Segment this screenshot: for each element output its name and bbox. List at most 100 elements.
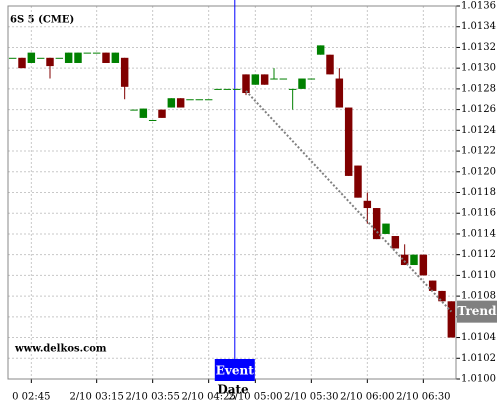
y-tick-label: 1.0130 <box>461 63 496 74</box>
candle-body <box>410 254 418 266</box>
x-tick-label: 0 02:45 <box>12 392 50 400</box>
candle <box>120 57 129 100</box>
candle-body <box>326 54 334 75</box>
candle-body <box>447 301 456 338</box>
candle-body <box>400 254 409 266</box>
candle <box>307 78 316 80</box>
y-tick-label: 1.0134 <box>461 21 496 32</box>
candle <box>158 109 166 118</box>
candle <box>148 119 157 121</box>
trend-box <box>457 300 497 323</box>
candle <box>438 290 446 302</box>
y-tick-label: 1.0136 <box>461 1 496 12</box>
candle <box>251 74 260 85</box>
candle-body <box>335 78 344 108</box>
candle <box>288 88 297 110</box>
x-tick-label: 2/10 03:15 <box>69 392 123 400</box>
candle-body <box>279 78 288 80</box>
candle-body <box>438 290 446 302</box>
candle <box>335 68 344 108</box>
candle-body <box>288 88 297 90</box>
candle-body <box>195 99 204 101</box>
candle <box>74 52 82 63</box>
candle-body <box>18 57 26 69</box>
y-tick-label: 1.0112 <box>461 249 496 260</box>
candle <box>36 57 45 59</box>
candle <box>8 57 17 59</box>
candle-body <box>307 78 316 80</box>
candle-body <box>270 78 278 80</box>
candle <box>447 301 456 338</box>
candle-body <box>36 57 45 59</box>
candle-body <box>130 109 138 111</box>
chart-title: 6S 5 (CME) <box>10 15 74 26</box>
x-tick-label: 2/10 04:25 <box>181 392 235 400</box>
candle <box>316 45 325 55</box>
y-tick-label: 1.0110 <box>461 270 496 281</box>
candle <box>298 78 306 89</box>
candle-body <box>111 52 120 63</box>
candle <box>46 57 54 79</box>
candle <box>102 52 110 63</box>
x-tick-label: 2/10 05:00 <box>228 392 282 400</box>
candle-body <box>102 52 110 63</box>
candle-body <box>382 223 390 234</box>
candle-body <box>391 236 400 249</box>
candle <box>167 98 176 108</box>
candle-body <box>232 88 241 90</box>
x-tick-label: 2/10 03:55 <box>125 392 179 400</box>
candle-body <box>148 119 157 121</box>
candle <box>214 88 222 90</box>
candle <box>279 78 288 80</box>
candle <box>130 109 138 111</box>
candle <box>83 52 92 54</box>
watermark: www.delkos.com <box>14 344 107 355</box>
candle <box>139 108 148 118</box>
candle <box>270 68 278 80</box>
candle-body <box>298 78 306 89</box>
candle <box>176 98 185 108</box>
candle <box>354 165 362 198</box>
candle <box>204 99 213 101</box>
trend-label: Trend <box>457 304 497 318</box>
candle-body <box>139 108 148 118</box>
y-tick-label: 1.0114 <box>461 228 496 239</box>
candle-body <box>214 88 222 90</box>
event-label: Event <box>216 364 254 378</box>
candle-body <box>8 57 17 59</box>
candle-body <box>428 280 437 291</box>
y-tick-label: 1.0132 <box>461 42 496 53</box>
candle <box>111 52 120 63</box>
candle-body <box>176 98 185 108</box>
candle-body <box>419 254 428 276</box>
candle-body <box>46 57 54 67</box>
candle <box>344 107 353 176</box>
candle-body <box>260 74 269 85</box>
candle-body <box>223 88 232 90</box>
candle-body <box>64 52 73 63</box>
candle-body <box>344 107 353 176</box>
candle <box>27 52 36 63</box>
y-tick-label: 1.0128 <box>461 83 496 94</box>
candle-body <box>55 57 64 59</box>
candle-body <box>167 98 176 108</box>
y-tick-label: 1.0122 <box>461 146 496 157</box>
candle <box>64 52 73 63</box>
candle-body <box>74 52 82 63</box>
candle-body <box>354 165 362 198</box>
x-tick-label: 2/10 06:30 <box>396 392 450 400</box>
y-tick-label: 1.0116 <box>461 208 496 219</box>
candle-body <box>372 208 381 240</box>
y-tick-label: 1.0100 <box>461 374 496 385</box>
event-box <box>214 359 255 381</box>
candle-body <box>251 74 260 85</box>
candle-body <box>186 99 194 101</box>
candle <box>186 99 194 101</box>
y-tick-label: 1.0118 <box>461 187 496 198</box>
candle-body <box>363 200 372 209</box>
candle-body <box>27 52 36 63</box>
candle <box>326 54 334 75</box>
candle <box>18 57 26 69</box>
candle-body <box>158 109 166 118</box>
